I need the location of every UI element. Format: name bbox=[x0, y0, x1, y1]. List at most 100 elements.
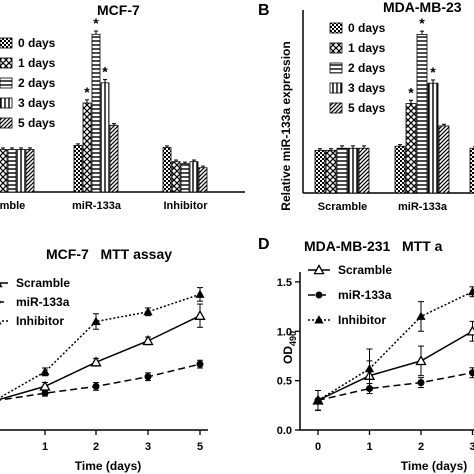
legend-label: Scramble bbox=[338, 263, 392, 277]
legend-swatch bbox=[329, 102, 343, 114]
data-point bbox=[313, 395, 323, 404]
x-tick-label: 2 bbox=[418, 441, 424, 453]
bar bbox=[198, 167, 208, 193]
chart-legend: 0 days 1 days 2 days 3 days 5 days bbox=[0, 36, 56, 130]
bar bbox=[438, 125, 450, 194]
legend-label: Inhibitor bbox=[16, 314, 64, 328]
data-point bbox=[314, 315, 324, 324]
category-label: Scramble bbox=[318, 201, 368, 213]
bar bbox=[405, 103, 417, 194]
legend-swatch bbox=[0, 77, 13, 89]
data-point bbox=[90, 356, 102, 367]
bar bbox=[162, 147, 172, 193]
chart-legend: 0 days 1 days 2 days 3 days 5 days bbox=[329, 21, 386, 115]
data-point bbox=[0, 321, 2, 325]
y-tick-label: 0.5 bbox=[277, 376, 292, 388]
legend-label: 0 days bbox=[18, 36, 56, 50]
bar bbox=[100, 82, 110, 193]
legend-label: 5 days bbox=[348, 101, 386, 115]
data-point bbox=[364, 363, 375, 373]
series-line bbox=[0, 293, 201, 399]
y-tick-label: 1.0 bbox=[277, 326, 292, 338]
bar bbox=[7, 149, 17, 193]
category-label: Scramble bbox=[0, 200, 25, 212]
data-point bbox=[415, 355, 427, 366]
category-label: miR-133a bbox=[72, 200, 122, 212]
data-point bbox=[195, 289, 205, 298]
chart-legend: Scramble miR-133a Inhibitor bbox=[308, 263, 392, 327]
legend-label: Inhibitor bbox=[338, 313, 386, 327]
legend-label: Scramble bbox=[16, 276, 70, 290]
category-label: Inhibitor bbox=[164, 200, 209, 212]
legend-label: 3 days bbox=[18, 96, 56, 110]
bar bbox=[180, 163, 190, 193]
significance-star: * bbox=[84, 84, 90, 100]
data-point bbox=[41, 389, 49, 397]
series-line bbox=[0, 315, 201, 401]
data-point bbox=[417, 379, 425, 387]
data-point bbox=[91, 316, 101, 325]
chart-title: MDA-MB-231 MTT a bbox=[304, 238, 443, 254]
data-point bbox=[313, 264, 325, 275]
bar bbox=[325, 149, 337, 194]
data-point bbox=[0, 282, 3, 288]
x-tick-label: 3 bbox=[469, 441, 474, 453]
data-point bbox=[194, 309, 206, 320]
data-point bbox=[466, 325, 474, 336]
legend-label: 0 days bbox=[348, 21, 386, 35]
series-line bbox=[0, 363, 201, 401]
chart-title: MDA-MB-23 bbox=[383, 0, 462, 15]
category-label: miR-133a bbox=[398, 201, 448, 213]
data-point bbox=[467, 286, 474, 296]
mda-bar-chart: B MDA-MB-23 Relative miR-133a expression… bbox=[258, 0, 474, 213]
series-line bbox=[317, 371, 473, 402]
legend-swatch bbox=[329, 42, 343, 54]
bar bbox=[189, 161, 199, 193]
chart-legend: Scramble miR-133a Inhibitor bbox=[0, 276, 70, 328]
legend-label: 2 days bbox=[18, 76, 56, 90]
significance-star: * bbox=[93, 15, 99, 31]
data-point bbox=[40, 367, 50, 376]
bar bbox=[16, 149, 26, 193]
significance-star: * bbox=[102, 64, 108, 80]
y-axis-label: OD490 bbox=[281, 331, 298, 364]
x-tick-label: 5 bbox=[197, 441, 203, 453]
legend-swatch bbox=[0, 57, 13, 69]
x-axis-label: Time (days) bbox=[75, 459, 141, 473]
bar bbox=[394, 145, 406, 194]
panel-letter: B bbox=[258, 2, 270, 19]
legend-label: 2 days bbox=[348, 61, 386, 75]
x-tick-label: 1 bbox=[42, 441, 48, 453]
data-point bbox=[142, 335, 154, 346]
bar bbox=[82, 102, 92, 193]
bar bbox=[25, 149, 35, 193]
bar bbox=[358, 147, 370, 194]
y-tick-label: 1.5 bbox=[277, 277, 292, 289]
mcf7-mtt-line-chart: MCF-7 MTT assay Time (days) 1 2 3 5 Scrambl… bbox=[0, 246, 208, 473]
bar bbox=[427, 82, 439, 194]
legend-swatch bbox=[0, 37, 13, 49]
legend-label: miR-133a bbox=[16, 295, 70, 309]
series-line bbox=[317, 291, 473, 402]
legend-swatch bbox=[329, 82, 343, 94]
data-point bbox=[416, 311, 426, 320]
x-tick-label: 3 bbox=[145, 441, 151, 453]
bar bbox=[171, 161, 181, 193]
bar bbox=[416, 34, 428, 194]
data-point bbox=[0, 300, 1, 304]
data-point bbox=[469, 369, 474, 377]
data-point bbox=[315, 291, 323, 299]
bar bbox=[109, 124, 119, 193]
bar bbox=[91, 33, 101, 193]
significance-star: * bbox=[419, 15, 425, 31]
legend-swatch bbox=[329, 22, 343, 34]
legend-label: 5 days bbox=[18, 116, 56, 130]
series-line bbox=[317, 330, 473, 402]
x-tick-label: 1 bbox=[366, 441, 372, 453]
chart-title: MCF-7 MTT assay bbox=[46, 246, 172, 262]
legend-swatch bbox=[329, 62, 343, 74]
mda-mtt-line-chart: D MDA-MB-231 MTT a OD490 Time (days) 0 1 2… bbox=[258, 236, 474, 473]
data-point bbox=[143, 306, 153, 316]
bar bbox=[469, 147, 474, 194]
